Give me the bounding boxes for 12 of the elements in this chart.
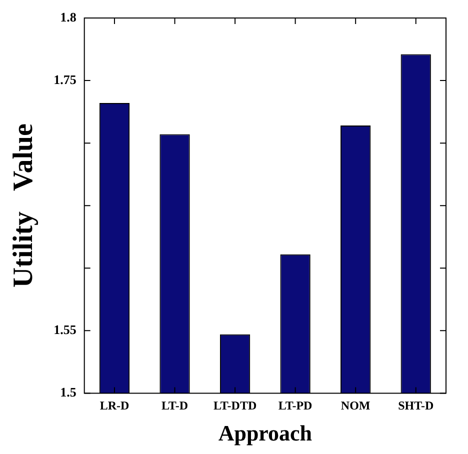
y-tick-label: 1.5 <box>60 384 77 400</box>
y-tick-label: 1.8 <box>60 9 77 24</box>
x-tick-label: SHT-D <box>398 398 434 412</box>
y-tick-label: 1.55 <box>54 322 77 338</box>
y-axis-title: Utility Value <box>8 124 40 288</box>
x-tick-label: NOM <box>340 398 370 412</box>
x-tick-label: LT-D <box>162 398 188 412</box>
y-tick-label: 1.75 <box>54 72 77 87</box>
x-tick-label: LT-DTD <box>213 398 257 412</box>
x-tick-label: LT-PD <box>278 398 313 412</box>
x-tick-label: LR-D <box>100 398 130 412</box>
x-axis-title: Approach <box>218 420 312 446</box>
